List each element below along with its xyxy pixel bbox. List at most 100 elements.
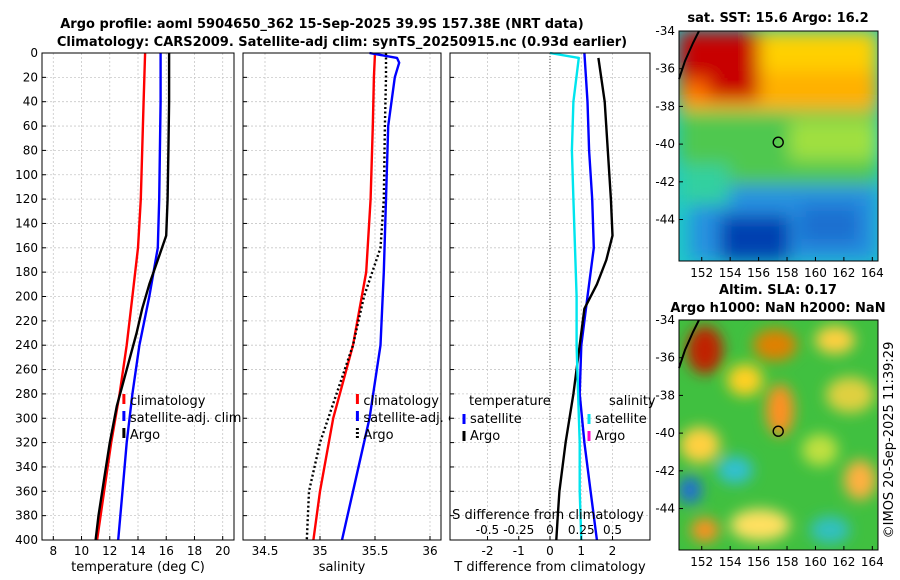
y-tick-label: 360: [15, 484, 38, 498]
figure-title-line1: Argo profile: aoml 5904650_362 15-Sep-20…: [60, 17, 584, 32]
y-tick-label: 100: [15, 168, 38, 182]
series-climatology: [312, 52, 377, 541]
sla-map-title-line2: Argo h1000: NaN h2000: NaN: [670, 301, 885, 316]
x-axis-label: temperature (deg C): [71, 560, 205, 575]
map-axes: 152 154 156 158 160 162 164 -34 -36 -38 -40 -42 -44: [655, 24, 883, 280]
x-tick-label: 12: [102, 544, 117, 558]
map-lon-tick-label: 154: [719, 266, 742, 280]
map-lat-tick-label: -40: [655, 426, 675, 440]
map-lon-tick-label: 158: [776, 266, 799, 280]
legend-label: Argo: [363, 428, 393, 443]
y-tick-label: 300: [15, 411, 38, 425]
x-tick-label: 1: [577, 544, 585, 558]
secondary-axis-label: S difference from climatology: [452, 508, 644, 523]
series-argo: [305, 53, 388, 541]
map-lat-tick-label: -36: [655, 62, 675, 76]
series-climatology: [95, 52, 147, 541]
x-tick-label: 14: [130, 544, 145, 558]
temperature-panel: 8 10 12 14 16 18 20 temperature (deg C) 0 20 40 60 8…: [15, 46, 241, 575]
map-lon-tick-label: 152: [690, 555, 713, 569]
y-tick-label: 0: [30, 46, 38, 60]
legend-label: satellite: [470, 412, 522, 427]
legend-label: Argo: [470, 429, 500, 444]
map-lon-tick-label: 162: [832, 555, 855, 569]
map-lat-tick-label: -44: [655, 502, 675, 516]
secondary-tick-label: 0.25: [568, 523, 595, 537]
x-tick-label: 2: [609, 544, 617, 558]
y-tick-label: 260: [15, 363, 38, 377]
legend-label: Argo: [595, 429, 625, 444]
secondary-tick-label: 0: [546, 523, 554, 537]
map-lat-tick-label: -42: [655, 464, 675, 478]
y-tick-label: 380: [15, 509, 38, 523]
series-satellite-adj-clim: [340, 51, 401, 541]
map-lon-tick-label: 164: [861, 266, 884, 280]
sla-map-title-line1: Altim. SLA: 0.17: [719, 283, 837, 298]
y-tick-label: 280: [15, 387, 38, 401]
x-axis-label: salinity: [319, 560, 366, 575]
sla-map: [678, 319, 879, 551]
map-lat-tick-label: -38: [655, 99, 675, 113]
map-lon-tick-label: 156: [747, 555, 770, 569]
legend-label: satellite: [595, 412, 647, 427]
sst-map: [678, 30, 879, 262]
map-lon-tick-label: 162: [832, 266, 855, 280]
x-tick-label: 8: [49, 544, 57, 558]
legend-label: Argo: [130, 428, 160, 443]
map-lat-tick-label: -34: [655, 24, 675, 38]
y-tick-label: 200: [15, 290, 38, 304]
series-t-argo: [555, 57, 614, 541]
map-lon-tick-label: 160: [804, 266, 827, 280]
series-s-satellite: [549, 51, 583, 541]
profile-location-marker: [772, 136, 784, 148]
x-tick-label: 35.5: [362, 544, 389, 558]
x-tick-label: 18: [187, 544, 202, 558]
y-tick-label: 160: [15, 241, 38, 255]
coastline: [678, 319, 700, 369]
y-tick-label: 320: [15, 436, 38, 450]
x-tick-label: 36: [422, 544, 437, 558]
x-tick-label: 34.5: [252, 544, 279, 558]
legend-label: climatology: [363, 394, 439, 409]
y-tick-label: 80: [23, 143, 38, 157]
legend-salinity-header: salinity: [609, 394, 656, 409]
legend-label: satellite-adj. clim: [363, 411, 475, 426]
map-lon-tick-label: 160: [804, 555, 827, 569]
series-satellite-adj-clim: [117, 53, 162, 541]
x-tick-label: -1: [513, 544, 525, 558]
legend-label: satellite-adj. clim: [130, 411, 242, 426]
y-tick-label: 400: [15, 533, 38, 547]
series-t-satellite: [578, 52, 599, 541]
legend-temperature-header: temperature: [469, 394, 551, 409]
y-tick-label: 120: [15, 192, 38, 206]
map-lat-tick-label: -38: [655, 388, 675, 402]
sla-field: [679, 320, 878, 550]
map-lat-tick-label: -42: [655, 175, 675, 189]
y-tick-label: 340: [15, 460, 38, 474]
salinity-panel: 34.5 35 35.5 36 salinity climatology satellite…: [242, 51, 475, 575]
map-lat-tick-label: -34: [655, 313, 675, 327]
map-lon-tick-label: 164: [861, 555, 884, 569]
credit-text: ©IMOS 20-Sep-2025 11:39:29: [882, 342, 897, 539]
y-tick-label: 20: [23, 70, 38, 84]
x-tick-label: -2: [482, 544, 494, 558]
legend-label: climatology: [130, 394, 206, 409]
difference-panel: -2 -1 0 1 2 T difference from climatology temp…: [449, 51, 656, 575]
x-tick-label: 0: [546, 544, 554, 558]
secondary-tick-label: -0.5: [476, 523, 499, 537]
secondary-tick-label: 0.5: [603, 523, 622, 537]
map-lat-tick-label: -44: [655, 213, 675, 227]
x-axis-label: T difference from climatology: [453, 560, 646, 575]
sst-map-title: sat. SST: 15.6 Argo: 16.2: [687, 11, 868, 26]
secondary-tick-label: -0.25: [503, 523, 534, 537]
map-lat-tick-label: -40: [655, 137, 675, 151]
map-lon-tick-label: 152: [690, 266, 713, 280]
y-tick-label: 240: [15, 338, 38, 352]
coastline: [678, 30, 700, 80]
x-tick-label: 35: [312, 544, 327, 558]
y-tick-label: 140: [15, 216, 38, 230]
figure-title-line2: Climatology: CARS2009. Satellite-adj cli…: [57, 35, 627, 50]
x-tick-label: 10: [74, 544, 89, 558]
profile-location-marker: [772, 425, 784, 437]
